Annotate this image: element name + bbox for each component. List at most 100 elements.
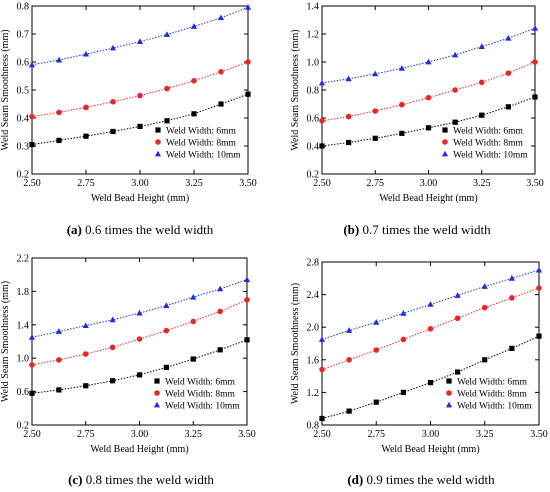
data-point: [218, 101, 224, 107]
data-point: [346, 357, 352, 363]
y-tick-label: 1.6: [307, 355, 320, 366]
data-point: [427, 301, 434, 307]
data-point: [373, 319, 380, 325]
panel-a: 2.50 2.75 3.00 3.25 3.50 0.2 0.3 0.4 0.5 0.6 0.7 0.…: [0, 2, 257, 238]
x-axis-label: Weld Bead Height (mm): [91, 193, 189, 204]
data-point: [109, 316, 116, 323]
data-point: [505, 34, 512, 41]
data-point: [319, 143, 325, 149]
panel-c: 2.50 2.75 3.00 3.25 3.50 0.2 0.6 1.0 1.4 1.8 2.2 We…: [0, 254, 256, 488]
y-tick-label: 0.2: [17, 170, 30, 181]
x-tick-label: 3.00: [422, 429, 440, 440]
legend-label: Weld Width: 10mm: [453, 151, 528, 161]
data-point: [479, 112, 485, 118]
y-tick-label: 0.6: [17, 58, 30, 69]
legend-label: Weld Width: 8mm: [453, 139, 524, 149]
data-point: [244, 337, 250, 343]
data-point: [372, 70, 379, 77]
data-point: [244, 296, 250, 303]
data-point: [318, 336, 326, 342]
legend-label: Weld Width: 8mm: [457, 390, 528, 400]
series-line: [31, 93, 249, 146]
chart-a: 2.50 2.75 3.00 3.25 3.50 0.2 0.3 0.4 0.5 0.6 0.7 0.…: [0, 2, 257, 205]
y-tick-label: 0.2: [307, 170, 320, 181]
data-point: [218, 69, 224, 75]
panel-c-caption: (c) 0.8 times the weld width: [68, 472, 214, 487]
panel-a-caption: (a) 0.6 times the weld width: [67, 222, 214, 237]
data-point: [110, 128, 116, 135]
data-point: [217, 285, 224, 292]
data-point: [191, 111, 197, 117]
x-tick-label: 3.50: [526, 178, 544, 189]
x-tick-label: 3.25: [185, 178, 203, 189]
data-point: [373, 399, 379, 405]
x-tick-label: 3.50: [239, 178, 257, 189]
legend-label: Weld Width: 6mm: [453, 127, 524, 137]
y-tick-label: 1.4: [307, 2, 320, 13]
data-point: [110, 378, 116, 384]
data-point: [319, 118, 325, 124]
y-tick-label: 1.2: [307, 30, 320, 41]
legend-label: Weld Width: 6mm: [457, 378, 528, 388]
data-point: [137, 92, 143, 99]
legend-label: Weld Width: 6mm: [165, 378, 236, 388]
data-point: [28, 334, 36, 340]
data-point: [536, 333, 542, 339]
y-tick-label: 0.5: [17, 86, 30, 97]
series-line: [321, 287, 540, 371]
legend-marker: [154, 378, 160, 384]
data-point: [319, 415, 325, 422]
data-point: [29, 142, 35, 148]
data-point: [29, 390, 35, 396]
data-point: [55, 56, 63, 63]
data-point: [164, 85, 170, 92]
data-point: [532, 94, 538, 100]
y-tick-label: 0.2: [17, 421, 30, 432]
data-point: [244, 4, 252, 10]
data-point: [454, 315, 461, 322]
data-point: [190, 293, 197, 300]
data-point: [505, 104, 511, 110]
x-tick-label: 2.75: [77, 178, 95, 189]
data-point: [136, 38, 144, 44]
data-point: [191, 77, 197, 84]
data-point: [531, 25, 539, 31]
series-line: [321, 61, 536, 122]
legend-marker: [442, 139, 448, 145]
y-tick-label: 0.4: [17, 114, 30, 125]
data-point: [243, 276, 251, 283]
data-point: [427, 380, 434, 386]
plot-frame: [321, 5, 536, 175]
data-point: [217, 14, 225, 21]
y-tick-label: 0.4: [307, 142, 320, 153]
data-point: [345, 75, 352, 82]
data-point: [137, 123, 143, 129]
legend-marker: [154, 390, 160, 396]
data-point: [190, 356, 196, 362]
data-point: [83, 383, 89, 389]
data-point: [110, 98, 116, 105]
y-tick-label: 0.7: [17, 30, 30, 41]
x-tick-label: 2.75: [368, 429, 386, 440]
data-point: [454, 292, 461, 298]
data-point: [399, 130, 405, 136]
data-point: [509, 345, 515, 351]
x-tick-label: 2.50: [23, 429, 41, 440]
y-tick-label: 0.6: [17, 387, 30, 398]
legend-marker: [155, 127, 161, 133]
data-point: [505, 70, 512, 76]
x-axis-label: Weld Bead Height (mm): [90, 444, 188, 455]
data-point: [136, 336, 143, 342]
y-tick-label: 1.0: [307, 58, 320, 69]
data-point: [535, 266, 543, 273]
data-point: [163, 31, 171, 37]
x-tick-label: 3.25: [473, 178, 491, 189]
data-point: [455, 369, 461, 375]
data-point: [532, 59, 538, 65]
legend-marker: [153, 401, 161, 408]
y-axis-label: Weld Seam Smoothness (mm): [0, 29, 11, 150]
x-tick-label: 2.50: [23, 178, 41, 189]
y-tick-label: 0.6: [307, 114, 320, 125]
y-tick-label: 2.0: [307, 323, 320, 334]
data-point: [509, 295, 515, 301]
